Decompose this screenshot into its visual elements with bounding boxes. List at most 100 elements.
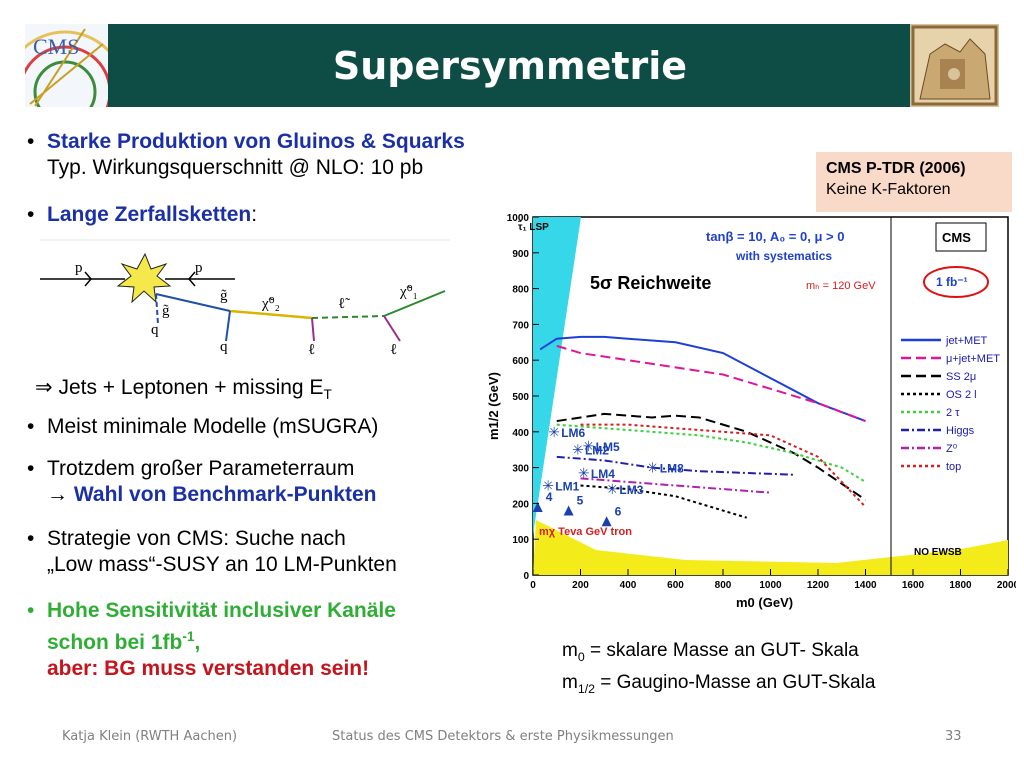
y-tick-label: 900 — [512, 249, 529, 260]
bullet-decay-chains: • Lange Zerfallsketten: — [27, 203, 258, 226]
plot-frame — [532, 216, 1009, 576]
benchmark-label: LM8 — [660, 462, 684, 476]
implies-icon: ⇒ — [35, 376, 59, 399]
neutralino2-line — [311, 315, 385, 319]
benchmark-label: LM5 — [596, 440, 620, 454]
benchmark-label: LM4 — [591, 467, 615, 481]
bullet-strong-production-title: Starke Produktion von Gluinos & Squarks — [47, 130, 465, 153]
bullet-jets-leptons: ⇒ Jets + Leptonen + missing ET — [35, 376, 332, 403]
gluino-line — [155, 293, 231, 312]
y-tick-label: 100 — [512, 535, 529, 546]
x-tick-label: 1800 — [949, 580, 972, 591]
legend-entry: 2 τ — [946, 407, 960, 419]
series-line-4 — [556, 423, 867, 483]
title-bar — [25, 24, 999, 107]
benchmark-marker: ✳ — [548, 424, 560, 440]
legend-entry: jet+MET — [945, 335, 988, 347]
right-arrow-icon: → — [47, 483, 74, 506]
series-line-2 — [556, 412, 867, 501]
benchmark-marker: ✳ — [583, 438, 595, 454]
benchmark-label: LM1 — [555, 480, 579, 494]
label-chi1: χ̃⁰₁ — [399, 284, 418, 300]
y-tick-label: 500 — [512, 392, 529, 403]
series-line-0 — [539, 335, 866, 422]
x-tick-label: 200 — [572, 580, 589, 591]
benchmark-label: LM6 — [561, 426, 585, 440]
bullet-dot: • — [27, 130, 35, 153]
series-line-7 — [580, 423, 867, 508]
benchmark-marker: ✳ — [606, 481, 618, 497]
x-tick-label: 400 — [620, 580, 637, 591]
label-lepton1: ℓ — [308, 342, 315, 358]
footer-talk-title: Status des CMS Detektors & erste Physikm… — [332, 729, 674, 744]
m12-definition: m1/2 = Gaugino-Masse an GUT-Skala — [562, 671, 876, 696]
y-tick-label: 200 — [512, 499, 529, 510]
higgs-mass-label: mₕ = 120 GeV — [806, 280, 876, 292]
tevatron-label: mχ Teva GeV tron — [539, 526, 632, 538]
ewsb-excluded-region — [533, 520, 1008, 575]
seal-graphic — [911, 25, 998, 106]
bullet-cross-section: Typ. Wirkungsquerschnitt @ NLO: 10 pb — [47, 156, 424, 179]
benchmark-marker — [601, 516, 612, 527]
params-line1: tanβ = 10, A₀ = 0, μ > 0 — [706, 229, 844, 244]
label-chi2: χ̃⁰₂ — [261, 296, 280, 312]
decay-chain-diagram: p p g̃ g̃ q q χ̃⁰₂ ℓ̃ ℓ ℓ χ̃⁰₁ — [40, 239, 450, 358]
y-axis-label: m1/2 (GeV) — [486, 372, 501, 440]
y-tick-label: 800 — [512, 285, 529, 296]
y-tick-label: 400 — [512, 428, 529, 439]
source-note: CMS P-TDR (2006) Keine K-Faktoren — [816, 152, 1012, 212]
y-tick-label: 700 — [512, 320, 529, 331]
footer-author: Katja Klein (RWTH Aachen) — [62, 729, 238, 744]
source-note-subtitle: Keine K-Faktoren — [826, 181, 951, 198]
label-gluino-b: g̃ — [220, 288, 228, 304]
collision-burst-icon — [116, 252, 172, 304]
y-tick-label: 300 — [512, 464, 529, 475]
x-axis-label: m0 (GeV) — [736, 595, 793, 610]
neutralino1-line — [383, 290, 446, 317]
rwth-seal — [910, 24, 999, 107]
chart-legend-layer: jet+MET μ+jet+MET SS 2μ OS 2 l 2 τ Higgs Z⁰ top — [901, 335, 1000, 473]
x-tick-label: 800 — [715, 580, 732, 591]
legend-entry: SS 2μ — [946, 371, 976, 383]
bullet-minimal-models: • Meist minimale Modelle (mSUGRA) — [27, 415, 379, 438]
benchmark-marker: ✳ — [542, 478, 554, 494]
series-line-3 — [580, 484, 748, 519]
lsp-excluded-region — [533, 217, 581, 535]
benchmark-marker: ✳ — [578, 465, 590, 481]
no-ewsb-label: NO EWSB — [914, 547, 962, 558]
squark-line — [229, 309, 313, 320]
bullet-sensitivity: • Hohe Sensitivität inclusiver Kanäle sc… — [27, 599, 396, 680]
label-p1: p — [75, 260, 83, 276]
source-note-title: CMS P-TDR (2006) — [826, 160, 966, 177]
bullet-strong-production: • Starke Produktion von Gluinos & Squark… — [27, 129, 465, 181]
params-line2: with systematics — [735, 249, 832, 263]
bullet-decay-chains-text: Lange Zerfallsketten — [47, 203, 252, 226]
mass-definitions: m0 = skalare Masse an GUT- Skala m1/2 = … — [562, 638, 875, 702]
x-tick-label: 1000 — [759, 580, 782, 591]
chart-series-layer — [539, 335, 867, 519]
x-tick-label: 600 — [667, 580, 684, 591]
label-gluino-a: g̃ — [162, 303, 170, 319]
page-title: Supersymmetrie — [332, 43, 688, 88]
y-tick-label: 0 — [523, 571, 529, 582]
bullet-parameter-space: • Trotzdem großer Parameterraum → Wahl v… — [27, 457, 377, 506]
cms-label-box — [935, 222, 987, 252]
benchmark-marker: ✳ — [572, 442, 584, 458]
legend-entry: Z⁰ — [946, 443, 958, 455]
legend-entry: μ+jet+MET — [946, 353, 1000, 365]
y-tick-label: 600 — [512, 356, 529, 367]
lsp-label: τ̃₁ LSP — [517, 220, 549, 233]
reach-label: 5σ Reichweite — [590, 273, 711, 293]
label-q1: q — [151, 322, 159, 338]
series-line-1 — [556, 344, 866, 422]
benchmark-marker — [563, 505, 574, 516]
legend-entry: Higgs — [946, 425, 975, 437]
benchmark-label: LM2 — [585, 444, 609, 458]
x-tick-label: 1200 — [807, 580, 830, 591]
label-p2: p — [195, 260, 203, 276]
x-tick-label: 0 — [530, 580, 536, 591]
